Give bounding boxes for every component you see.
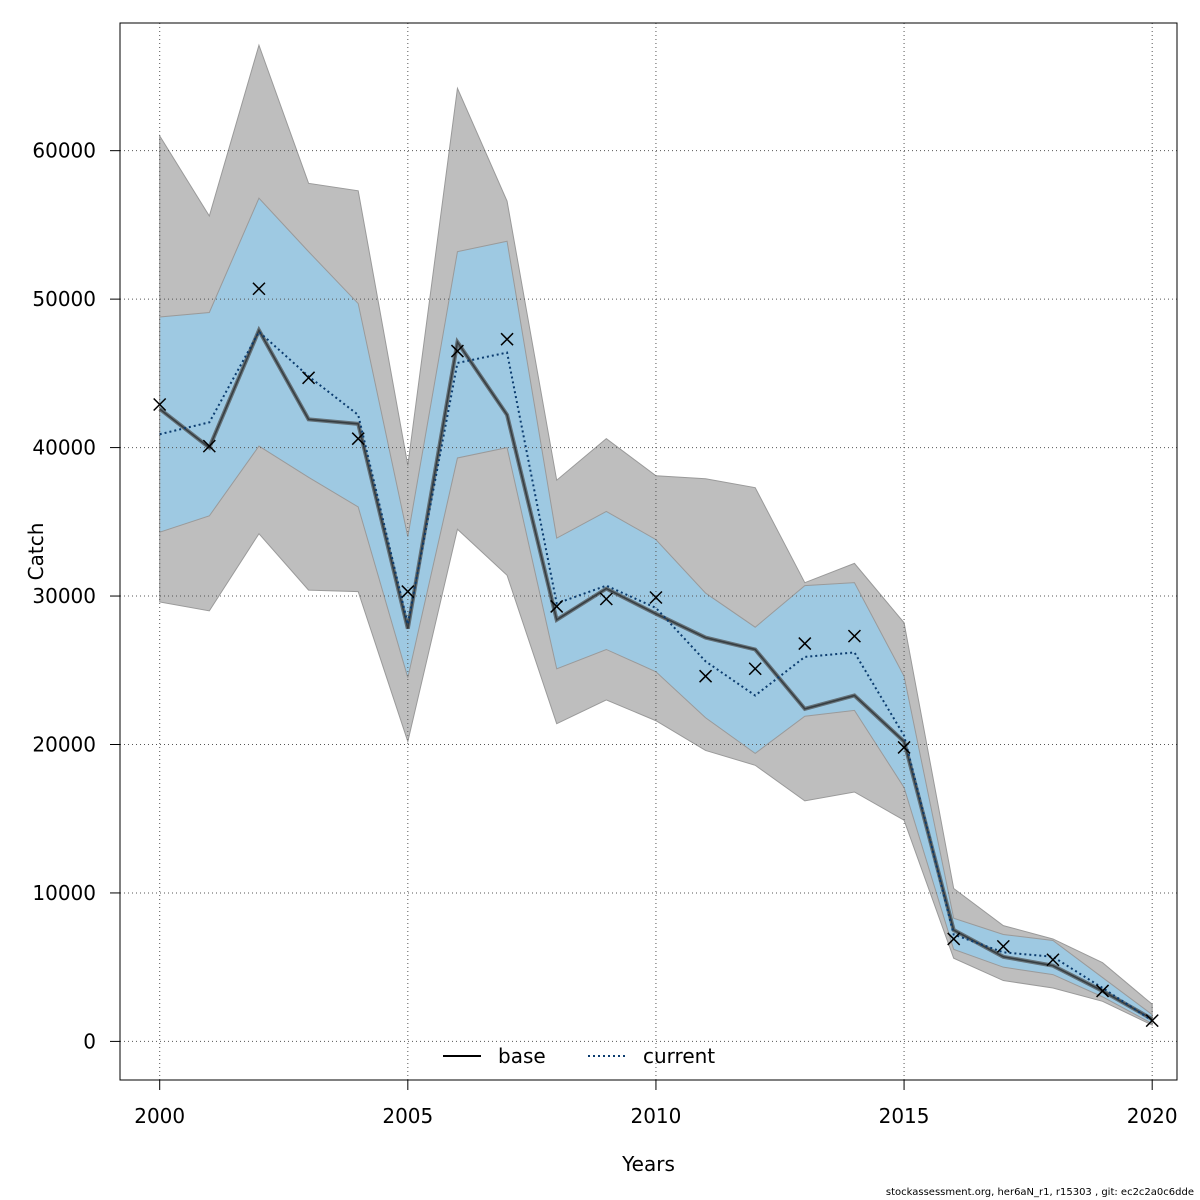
observed-point bbox=[847, 629, 861, 643]
observed-point-stroke bbox=[847, 629, 861, 643]
y-tick-label: 40000 bbox=[32, 436, 96, 460]
legend: base current bbox=[443, 1044, 715, 1068]
observed-point-stroke bbox=[252, 282, 266, 296]
x-axis: 2000 2005 2010 2015 2020 bbox=[134, 1079, 1178, 1128]
series-lines bbox=[158, 325, 1154, 1022]
series-line-base bbox=[159, 328, 1153, 1020]
observed-point-stroke bbox=[450, 344, 464, 358]
observed-point bbox=[202, 439, 216, 453]
y-axis: 0 10000 20000 30000 40000 50000 60000 bbox=[32, 139, 121, 1053]
observed-point-stroke bbox=[202, 439, 216, 453]
observed-point-stroke bbox=[1096, 984, 1110, 998]
observed-point-stroke bbox=[351, 432, 365, 446]
observed-point-stroke bbox=[550, 599, 564, 613]
observed-point bbox=[649, 590, 663, 605]
y-tick-label: 60000 bbox=[32, 139, 96, 163]
observed-point-stroke bbox=[1145, 1014, 1159, 1028]
observed-point bbox=[748, 662, 762, 676]
observed-point bbox=[1145, 1014, 1159, 1028]
x-tick-label: 2020 bbox=[1127, 1104, 1178, 1128]
x-tick-label: 2000 bbox=[134, 1104, 185, 1128]
observed-point bbox=[500, 332, 514, 346]
legend-label-base: base bbox=[498, 1044, 546, 1068]
y-tick-label: 0 bbox=[83, 1029, 96, 1053]
observed-point bbox=[1046, 953, 1060, 967]
series-line-base-shadow bbox=[158, 325, 1154, 1021]
series-line-current bbox=[159, 330, 1153, 1022]
observed-point bbox=[252, 282, 266, 296]
observed-point bbox=[450, 344, 464, 358]
observed-point bbox=[699, 669, 713, 683]
observed-point bbox=[947, 932, 961, 946]
x-axis-title: Years bbox=[621, 1152, 675, 1176]
observed-point bbox=[550, 599, 564, 613]
observed-point-stroke bbox=[947, 932, 961, 946]
observed-point-stroke bbox=[996, 939, 1010, 953]
observed-markers bbox=[153, 282, 1159, 1028]
y-tick-label: 20000 bbox=[32, 732, 96, 756]
legend-label-current: current bbox=[643, 1044, 715, 1068]
y-axis-title: Catch bbox=[24, 523, 48, 581]
observed-point-stroke bbox=[649, 590, 663, 605]
x-tick-label: 2015 bbox=[879, 1104, 930, 1128]
observed-point-stroke bbox=[1046, 953, 1060, 967]
observed-point bbox=[351, 432, 365, 446]
y-tick-label: 10000 bbox=[32, 881, 96, 905]
observed-point bbox=[302, 371, 316, 385]
observed-point bbox=[798, 637, 812, 651]
observed-point bbox=[599, 592, 613, 606]
x-tick-label: 2005 bbox=[382, 1104, 433, 1128]
observed-point-stroke bbox=[302, 371, 316, 385]
x-tick-label: 2010 bbox=[630, 1104, 681, 1128]
footer-credit: stockassessment.org, her6aN_r1, r15303 ,… bbox=[885, 1187, 1194, 1198]
observed-point bbox=[897, 740, 911, 754]
observed-point-stroke bbox=[748, 662, 762, 676]
observed-point bbox=[996, 939, 1010, 953]
observed-point bbox=[401, 585, 415, 599]
observed-point-stroke bbox=[599, 592, 613, 606]
observed-point bbox=[1096, 984, 1110, 998]
observed-point-stroke bbox=[153, 397, 167, 412]
grid-lines bbox=[120, 23, 1177, 1080]
observed-point-stroke bbox=[500, 332, 514, 346]
observed-point-stroke bbox=[897, 740, 911, 754]
observed-point bbox=[153, 397, 167, 412]
observed-point-stroke bbox=[798, 637, 812, 651]
observed-point-stroke bbox=[401, 585, 415, 599]
y-tick-label: 30000 bbox=[32, 584, 96, 608]
y-tick-label: 50000 bbox=[32, 287, 96, 311]
observed-point-stroke bbox=[699, 669, 713, 683]
